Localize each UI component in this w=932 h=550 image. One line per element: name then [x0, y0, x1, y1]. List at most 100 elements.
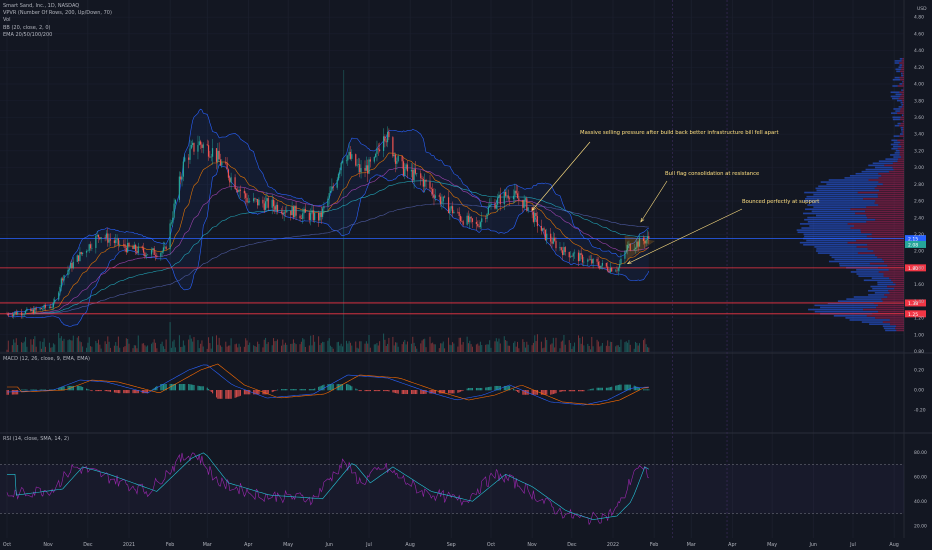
- macd-histogram-bar: [580, 390, 582, 392]
- vpvr-row: [805, 208, 851, 211]
- macd-histogram-bar: [450, 390, 452, 394]
- vpvr-row: [805, 198, 864, 200]
- volume-bar: [345, 340, 347, 352]
- vpvr-row: [902, 120, 904, 123]
- bb-legend[interactable]: BB (20, close, 2, 0): [3, 24, 51, 31]
- candle: [272, 199, 275, 207]
- candle: [401, 156, 403, 162]
- volume-bar: [642, 340, 644, 352]
- vpvr-row: [899, 152, 904, 154]
- candle: [181, 176, 183, 180]
- candle: [478, 225, 480, 227]
- vpvr-row: [877, 281, 894, 284]
- candle: [331, 186, 333, 191]
- volume-bar: [562, 340, 564, 352]
- macd-histogram-bar: [522, 390, 524, 395]
- rsi-legend[interactable]: RSI (14, close, SMA, 14, 2): [3, 436, 70, 442]
- annotation-arrowhead: [531, 206, 536, 211]
- volume-bar: [462, 342, 464, 352]
- candle: [275, 204, 277, 210]
- macd-histogram-bar: [291, 389, 293, 391]
- candle: [404, 168, 406, 176]
- macd-histogram-bar: [495, 385, 497, 391]
- volume-bar: [104, 341, 106, 352]
- vpvr-row: [869, 323, 891, 325]
- time-axis-label: Dec: [567, 542, 577, 548]
- vpvr-row: [868, 289, 889, 292]
- candle: [355, 154, 357, 166]
- vpvr-row: [849, 319, 890, 321]
- vpvr-row: [899, 91, 904, 94]
- volume-bar: [523, 341, 525, 352]
- vpvr-row: [894, 287, 904, 290]
- vpvr-row: [874, 166, 893, 169]
- volume-bar: [367, 343, 369, 352]
- vpvr-row: [900, 78, 904, 81]
- candle: [572, 253, 574, 257]
- ema-legend[interactable]: EMA 20/50/100/200: [3, 31, 53, 38]
- macd-histogram-bar: [383, 390, 385, 392]
- macd-histogram-bar: [611, 386, 613, 391]
- vpvr-row: [807, 204, 879, 206]
- candle: [312, 210, 314, 221]
- candle: [133, 244, 135, 249]
- vpvr-row: [855, 172, 879, 175]
- macd-histogram-bar: [210, 390, 212, 393]
- candle: [237, 189, 239, 193]
- candle: [54, 299, 56, 303]
- candle: [107, 233, 109, 243]
- vpvr-row: [847, 223, 904, 225]
- volume-bar: [393, 345, 395, 352]
- volume-bar: [290, 343, 292, 352]
- macd-histogram-bar: [30, 389, 32, 391]
- macd-histogram-bar: [385, 390, 387, 392]
- candle: [125, 247, 127, 253]
- macd-histogram-bar: [136, 390, 138, 394]
- vpvr-row: [870, 285, 888, 288]
- vpvr-row: [898, 158, 904, 160]
- volume-bar: [294, 342, 296, 352]
- vpvr-row: [868, 164, 885, 167]
- vpvr-row: [804, 218, 876, 221]
- candle: [634, 247, 637, 250]
- candle: [257, 198, 259, 206]
- volume-bar: [206, 348, 208, 352]
- macd-histogram-bar: [444, 390, 446, 394]
- macd-histogram-bar: [104, 390, 106, 392]
- volume-bars: [6, 322, 650, 352]
- candle: [80, 252, 82, 254]
- volume-bar: [153, 339, 155, 352]
- volume-bar: [308, 345, 310, 352]
- volume-bar: [235, 343, 237, 352]
- candle: [119, 244, 121, 245]
- candle: [591, 259, 593, 264]
- macd-histogram-bar: [292, 389, 295, 391]
- volume-bar: [136, 348, 138, 352]
- macd-legend[interactable]: MACD (12, 26, close, 9, EMA, EMA): [3, 356, 90, 362]
- vpvr-row: [900, 68, 904, 71]
- vpvr-row: [801, 227, 851, 229]
- macd-histogram-bar: [461, 390, 463, 392]
- candle: [645, 239, 647, 244]
- candle: [294, 205, 296, 218]
- volume-legend[interactable]: Vol: [3, 17, 11, 24]
- vpvr-row: [900, 70, 904, 73]
- volume-bar: [572, 346, 574, 352]
- macd-histogram-bar: [243, 390, 245, 395]
- vpvr-row: [902, 64, 904, 66]
- vpvr-row: [889, 292, 904, 294]
- candle: [211, 148, 214, 157]
- vpvr-row: [866, 235, 904, 238]
- symbol-legend[interactable]: Smart Sand, Inc., 1D, NASDAQ: [3, 3, 80, 9]
- level-label: 1.25: [908, 312, 918, 318]
- volume-bar: [356, 347, 358, 352]
- vpvr-legend[interactable]: VPVR (Number Of Rows, 200, Up/Down, 70): [3, 10, 112, 17]
- vpvr-row: [829, 254, 876, 257]
- vpvr-row: [804, 191, 858, 194]
- macd-histogram-bar: [156, 385, 158, 391]
- volume-bar: [600, 345, 602, 352]
- volume-bar: [635, 341, 637, 352]
- candle: [425, 179, 427, 182]
- vpvr-row: [878, 310, 904, 313]
